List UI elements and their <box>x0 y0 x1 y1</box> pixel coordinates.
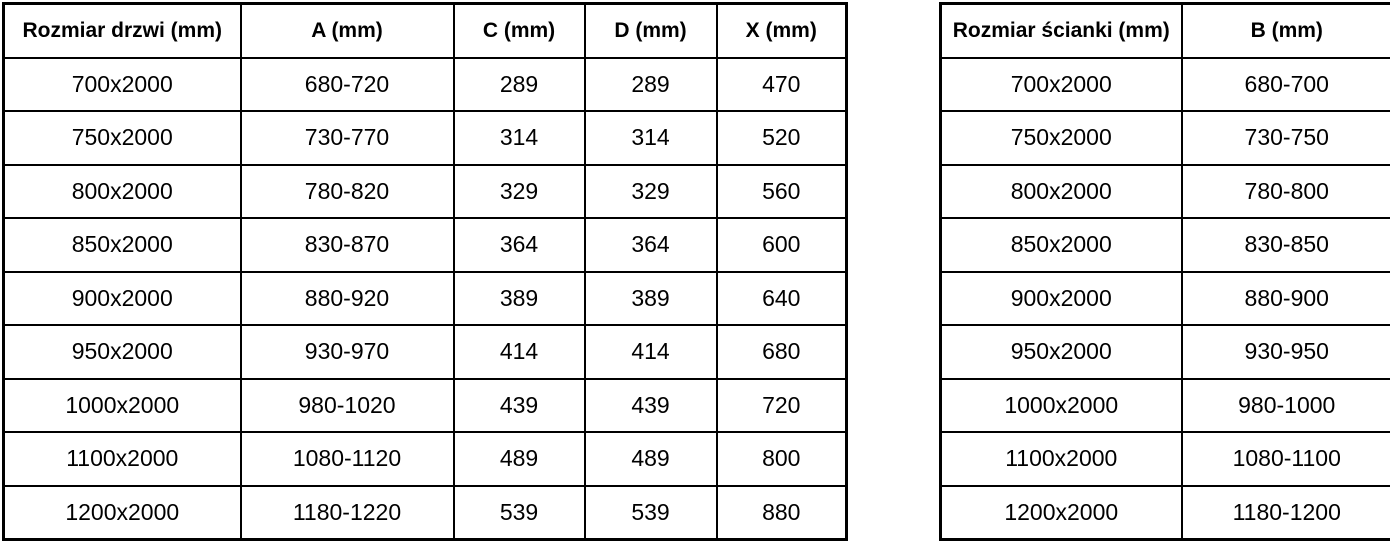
table-row: 800x2000 780-820 329 329 560 <box>2 163 848 219</box>
table-cell: 389 <box>583 270 718 326</box>
table-cell: 329 <box>452 163 586 219</box>
table-row: 1000x2000 980-1020 439 439 720 <box>2 377 848 433</box>
table-row: 750x2000 730-750 <box>939 110 1390 166</box>
table-cell: 880-900 <box>1180 270 1390 326</box>
table-cell: 1100x2000 <box>939 431 1183 487</box>
table-cell: 414 <box>452 324 586 380</box>
wall-size-table: Rozmiar ścianki (mm) B (mm) 700x2000 680… <box>939 2 1390 541</box>
table-cell: 750x2000 <box>2 110 242 166</box>
table-cell: 364 <box>583 217 718 273</box>
column-header-x: X (mm) <box>715 2 848 59</box>
table-cell: 800x2000 <box>939 163 1183 219</box>
table-cell: 289 <box>583 56 718 112</box>
table-row: 700x2000 680-700 <box>939 56 1390 112</box>
table-row: 1000x2000 980-1000 <box>939 377 1390 433</box>
table-cell: 439 <box>452 377 586 433</box>
table-cell: 700x2000 <box>2 56 242 112</box>
table-cell: 470 <box>715 56 848 112</box>
table-cell: 364 <box>452 217 586 273</box>
table-cell: 1000x2000 <box>939 377 1183 433</box>
column-header-b: B (mm) <box>1180 2 1390 59</box>
table-row: 850x2000 830-870 364 364 600 <box>2 217 848 273</box>
table-cell: 780-820 <box>239 163 455 219</box>
table-cell: 900x2000 <box>2 270 242 326</box>
table-cell: 900x2000 <box>939 270 1183 326</box>
table-cell: 314 <box>583 110 718 166</box>
table-cell: 700x2000 <box>939 56 1183 112</box>
table-cell: 730-750 <box>1180 110 1390 166</box>
table-cell: 830-850 <box>1180 217 1390 273</box>
table-row: 1100x2000 1080-1100 <box>939 431 1390 487</box>
table-row: 950x2000 930-950 <box>939 324 1390 380</box>
table-cell: 539 <box>583 484 718 541</box>
table-row: 750x2000 730-770 314 314 520 <box>2 110 848 166</box>
table-cell: 800x2000 <box>2 163 242 219</box>
table-cell: 930-950 <box>1180 324 1390 380</box>
door-table-header-row: Rozmiar drzwi (mm) A (mm) C (mm) D (mm) … <box>2 2 848 59</box>
table-cell: 539 <box>452 484 586 541</box>
table-cell: 1080-1120 <box>239 431 455 487</box>
table-row: 1200x2000 1180-1220 539 539 880 <box>2 484 848 541</box>
table-cell: 314 <box>452 110 586 166</box>
table-cell: 1100x2000 <box>2 431 242 487</box>
table-cell: 1080-1100 <box>1180 431 1390 487</box>
table-cell: 880 <box>715 484 848 541</box>
table-cell: 520 <box>715 110 848 166</box>
table-cell: 980-1000 <box>1180 377 1390 433</box>
table-cell: 680-720 <box>239 56 455 112</box>
table-cell: 950x2000 <box>939 324 1183 380</box>
table-cell: 780-800 <box>1180 163 1390 219</box>
table-cell: 800 <box>715 431 848 487</box>
table-cell: 640 <box>715 270 848 326</box>
table-cell: 680-700 <box>1180 56 1390 112</box>
column-header-a: A (mm) <box>239 2 455 59</box>
table-cell: 414 <box>583 324 718 380</box>
table-cell: 1180-1220 <box>239 484 455 541</box>
table-row: 850x2000 830-850 <box>939 217 1390 273</box>
wall-table-header-row: Rozmiar ścianki (mm) B (mm) <box>939 2 1390 59</box>
table-cell: 730-770 <box>239 110 455 166</box>
table-cell: 389 <box>452 270 586 326</box>
table-cell: 489 <box>452 431 586 487</box>
column-header-c: C (mm) <box>452 2 586 59</box>
table-cell: 950x2000 <box>2 324 242 380</box>
table-cell: 880-920 <box>239 270 455 326</box>
table-row: 1100x2000 1080-1120 489 489 800 <box>2 431 848 487</box>
table-cell: 289 <box>452 56 586 112</box>
table-cell: 560 <box>715 163 848 219</box>
column-header-rozmiar-drzwi: Rozmiar drzwi (mm) <box>2 2 242 59</box>
column-header-d: D (mm) <box>583 2 718 59</box>
table-row: 700x2000 680-720 289 289 470 <box>2 56 848 112</box>
column-header-rozmiar-scianki: Rozmiar ścianki (mm) <box>939 2 1183 59</box>
table-row: 800x2000 780-800 <box>939 163 1390 219</box>
table-cell: 439 <box>583 377 718 433</box>
door-size-table: Rozmiar drzwi (mm) A (mm) C (mm) D (mm) … <box>2 2 848 541</box>
table-cell: 1200x2000 <box>939 484 1183 541</box>
table-row: 950x2000 930-970 414 414 680 <box>2 324 848 380</box>
table-cell: 750x2000 <box>939 110 1183 166</box>
table-cell: 980-1020 <box>239 377 455 433</box>
table-cell: 830-870 <box>239 217 455 273</box>
table-cell: 600 <box>715 217 848 273</box>
table-cell: 930-970 <box>239 324 455 380</box>
table-cell: 1000x2000 <box>2 377 242 433</box>
table-cell: 329 <box>583 163 718 219</box>
table-cell: 720 <box>715 377 848 433</box>
table-cell: 850x2000 <box>2 217 242 273</box>
table-cell: 680 <box>715 324 848 380</box>
table-cell: 489 <box>583 431 718 487</box>
table-cell: 850x2000 <box>939 217 1183 273</box>
table-row: 900x2000 880-900 <box>939 270 1390 326</box>
table-row: 1200x2000 1180-1200 <box>939 484 1390 541</box>
table-cell: 1200x2000 <box>2 484 242 541</box>
table-row: 900x2000 880-920 389 389 640 <box>2 270 848 326</box>
table-cell: 1180-1200 <box>1180 484 1390 541</box>
